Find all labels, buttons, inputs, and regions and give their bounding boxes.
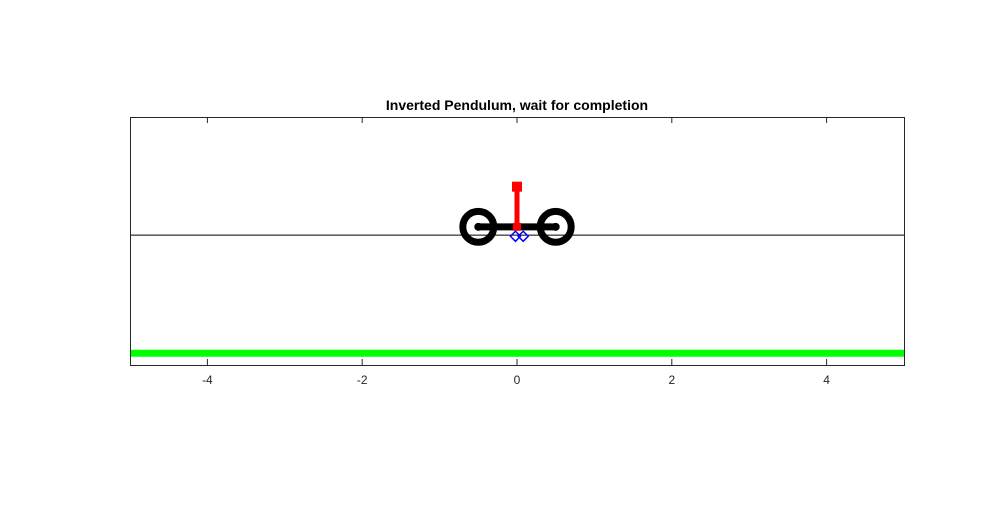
x-tick-label: 4 <box>823 373 830 387</box>
cart-wheel-hub <box>474 222 483 231</box>
x-tick-label: 0 <box>514 373 521 387</box>
cart-wheel-hub <box>551 222 560 231</box>
cart-wheel <box>459 207 498 246</box>
chart-title: Inverted Pendulum, wait for completion <box>386 97 648 113</box>
cart-wheel <box>536 207 575 246</box>
pendulum-mass <box>512 181 522 192</box>
reference-marker <box>517 230 530 243</box>
plot-frame <box>130 117 905 366</box>
pendulum-pivot <box>513 222 521 231</box>
plot-area <box>130 117 904 365</box>
x-tick-label: -2 <box>357 373 368 387</box>
x-tick-label: 2 <box>668 373 675 387</box>
x-tick-label: -4 <box>202 373 213 387</box>
reference-marker <box>509 230 522 243</box>
